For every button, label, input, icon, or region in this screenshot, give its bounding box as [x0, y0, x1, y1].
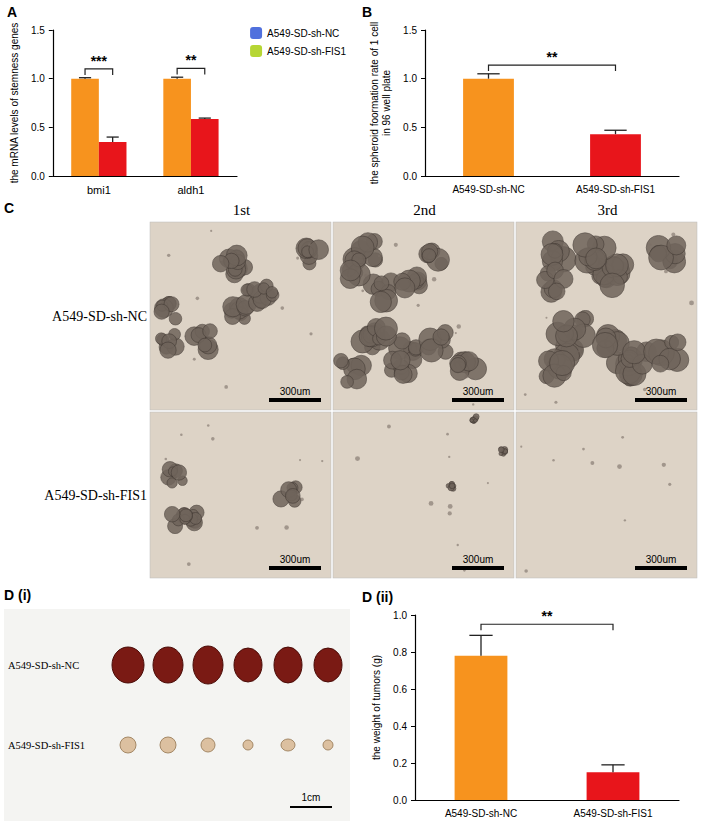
- svg-text:A549-SD-sh-FIS1: A549-SD-sh-FIS1: [574, 808, 653, 819]
- svg-text:300um: 300um: [280, 386, 311, 397]
- svg-text:300um: 300um: [280, 554, 311, 565]
- svg-text:bmi1: bmi1: [87, 184, 111, 196]
- svg-text:2nd: 2nd: [413, 202, 436, 218]
- svg-text:0.0: 0.0: [403, 171, 417, 182]
- svg-text:0.2: 0.2: [393, 758, 407, 769]
- svg-text:the mRNA levels of stemness ge: the mRNA levels of stemness genes: [9, 23, 20, 184]
- svg-text:A549-SD-sh-FIS1: A549-SD-sh-FIS1: [576, 184, 655, 195]
- svg-text:300um: 300um: [646, 386, 677, 397]
- svg-text:300um: 300um: [463, 386, 494, 397]
- svg-text:the spheroid foormation rate o: the spheroid foormation rate of 1 cell: [369, 22, 380, 184]
- svg-text:C: C: [4, 200, 14, 216]
- svg-text:1.5: 1.5: [403, 25, 417, 36]
- svg-text:0.5: 0.5: [403, 122, 417, 133]
- svg-text:0.8: 0.8: [393, 647, 407, 658]
- svg-text:0.6: 0.6: [393, 684, 407, 695]
- svg-text:**: **: [547, 49, 558, 65]
- svg-text:1cm: 1cm: [302, 792, 321, 803]
- svg-text:A549-SD-sh-FIS1: A549-SD-sh-FIS1: [267, 46, 346, 57]
- svg-text:300um: 300um: [463, 554, 494, 565]
- svg-text:the weight of tumors (g): the weight of tumors (g): [371, 655, 382, 760]
- svg-text:1.0: 1.0: [393, 610, 407, 621]
- svg-text:3rd: 3rd: [598, 202, 618, 218]
- svg-text:***: ***: [91, 53, 108, 69]
- svg-text:aldh1: aldh1: [177, 184, 204, 196]
- svg-text:D (i): D (i): [4, 587, 31, 603]
- svg-text:A549-SD-sh-NC: A549-SD-sh-NC: [8, 660, 79, 671]
- svg-text:0.4: 0.4: [393, 721, 407, 732]
- svg-text:1st: 1st: [233, 202, 251, 218]
- svg-text:0.0: 0.0: [31, 171, 45, 182]
- svg-text:A549-SD-sh-NC: A549-SD-sh-NC: [452, 184, 524, 195]
- svg-text:1.5: 1.5: [31, 25, 45, 36]
- svg-text:A549-SD-sh-NC: A549-SD-sh-NC: [267, 28, 339, 39]
- svg-text:**: **: [185, 52, 196, 68]
- svg-text:D (ii): D (ii): [362, 589, 393, 605]
- svg-text:A549-SD-sh-NC: A549-SD-sh-NC: [445, 808, 517, 819]
- svg-text:300um: 300um: [646, 554, 677, 565]
- svg-text:A: A: [7, 4, 17, 20]
- svg-text:0.0: 0.0: [393, 795, 407, 806]
- svg-text:A549-SD-sh-FIS1: A549-SD-sh-FIS1: [8, 740, 85, 751]
- svg-text:in 96 well plate: in 96 well plate: [381, 69, 392, 136]
- svg-text:1.0: 1.0: [403, 73, 417, 84]
- svg-text:A549-SD-sh-FIS1: A549-SD-sh-FIS1: [44, 488, 147, 503]
- svg-text:**: **: [542, 608, 553, 624]
- svg-text:0.5: 0.5: [31, 122, 45, 133]
- svg-text:1.0: 1.0: [31, 73, 45, 84]
- svg-text:B: B: [362, 4, 372, 20]
- svg-text:A549-SD-sh-NC: A549-SD-sh-NC: [52, 309, 147, 324]
